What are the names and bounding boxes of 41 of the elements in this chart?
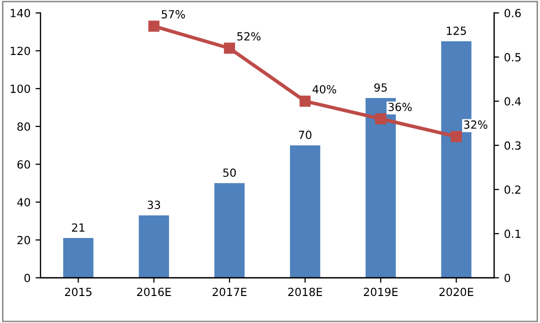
data-label: 33 xyxy=(148,200,160,210)
y2-tick-label: 0.5 xyxy=(504,53,521,62)
y-tick-label: 0 xyxy=(24,274,30,282)
y-tick-label: 60 xyxy=(17,160,30,169)
data-label: 125 xyxy=(446,26,466,35)
y2-tick-label: 0.3 xyxy=(504,141,521,150)
bar xyxy=(138,215,170,278)
x-tick-label: 2017E xyxy=(212,288,246,296)
data-label: 57% xyxy=(162,10,185,18)
x-tick-label: 2020E xyxy=(439,288,474,296)
bar xyxy=(214,183,245,278)
bar xyxy=(290,145,320,278)
y2-tick-label: 0.4 xyxy=(504,97,521,106)
y2-tick-label: 0.6 xyxy=(504,8,521,18)
bar xyxy=(63,238,94,278)
y2-tick-label: 0 xyxy=(504,274,510,282)
x-tick-label: 2016E xyxy=(137,288,171,296)
point xyxy=(450,130,462,142)
point xyxy=(148,20,160,32)
y-tick-label: 100 xyxy=(10,84,30,93)
y-tick-label: 80 xyxy=(17,122,30,131)
y2-tick-label: 0.1 xyxy=(504,230,520,238)
data-label: 52% xyxy=(237,32,261,41)
y-tick-label: 20 xyxy=(17,236,30,244)
point xyxy=(300,96,311,107)
y-tick-label: 40 xyxy=(17,198,30,206)
x-tick-label: 2018E xyxy=(288,288,322,296)
y2-tick-label: 0.2 xyxy=(504,185,520,194)
data-label: 36% xyxy=(388,102,412,112)
point xyxy=(224,42,236,54)
data-label: 95 xyxy=(374,83,387,92)
data-label: 50 xyxy=(223,168,236,177)
data-label: 32% xyxy=(464,120,488,129)
point xyxy=(375,113,386,124)
data-label: 70 xyxy=(298,130,312,140)
y-tick-label: 120 xyxy=(10,46,30,56)
x-tick-label: 2015 xyxy=(64,288,92,296)
y-tick-label: 140 xyxy=(10,8,30,18)
data-label: 21 xyxy=(72,223,84,232)
data-label: 40% xyxy=(312,85,336,94)
x-tick-label: 2019E xyxy=(364,288,398,296)
